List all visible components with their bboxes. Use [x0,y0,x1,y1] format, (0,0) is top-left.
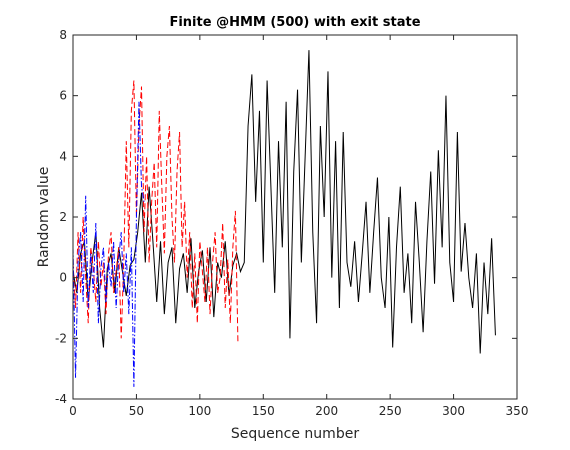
y-tick-label: -4 [55,392,67,406]
chart-title: Finite @HMM (500) with exit state [169,15,420,30]
y-tick-label: 4 [59,149,67,163]
y-tick-label: 8 [59,28,67,42]
x-tick-label: 200 [315,404,338,418]
y-tick-label: -2 [55,331,67,345]
x-tick-label: 300 [442,404,465,418]
x-axis-label: Sequence number [231,426,359,442]
y-axis-label: Random value [36,167,52,268]
data-line [72,50,496,354]
data-line [72,101,145,387]
x-tick-label: 150 [252,404,275,418]
y-tick-label: 2 [59,210,67,224]
x-tick-label: 350 [506,404,529,418]
x-tick-label: 50 [129,404,144,418]
data-line [72,80,239,342]
x-tick-label: 100 [188,404,211,418]
y-tick-label: 6 [59,89,67,103]
y-tick-label: 0 [59,271,67,285]
x-tick-label: 0 [69,404,77,418]
x-tick-label: 250 [379,404,402,418]
